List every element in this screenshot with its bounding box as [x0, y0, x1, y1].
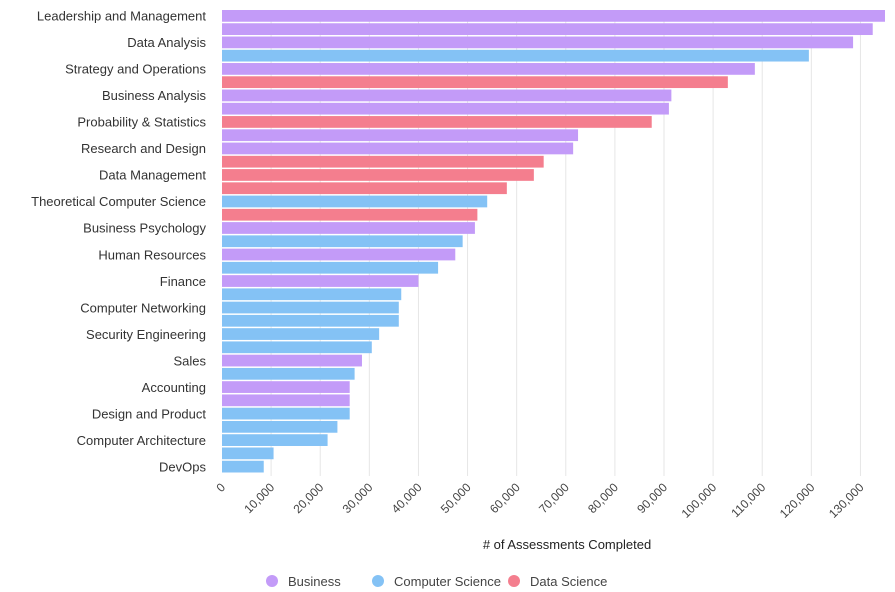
bar-9: [222, 129, 579, 142]
bars: [222, 10, 885, 473]
legend-label-2: Data Science: [530, 574, 607, 589]
bar-19: [222, 261, 439, 274]
x-tick-11: 110,000: [728, 480, 768, 520]
category-label-9: Human Resources: [98, 247, 206, 262]
x-tick-12: 120,000: [777, 480, 818, 521]
bar-25: [222, 341, 372, 354]
category-label-13: Sales: [173, 353, 206, 368]
bar-28: [222, 381, 350, 393]
category-label-6: Data Management: [99, 168, 206, 183]
bar-33: [222, 447, 274, 460]
bar-1: [222, 23, 873, 36]
bar-10: [222, 142, 574, 155]
bar-5: [222, 76, 728, 89]
x-tick-0: 0: [213, 480, 228, 495]
x-tick-9: 90,000: [634, 480, 670, 516]
legend-swatch-2: [508, 575, 520, 587]
category-label-8: Business Psychology: [83, 221, 206, 236]
x-axis-title: # of Assessments Completed: [483, 537, 651, 552]
bar-16: [222, 222, 475, 234]
x-tick-1: 10,000: [241, 480, 277, 516]
category-labels: Leadership and Management Data Analysis St…: [31, 9, 206, 475]
category-label-7: Theoretical Computer Science: [31, 194, 206, 209]
category-label-0: Leadership and Management: [37, 9, 207, 24]
legend-swatch-1: [372, 575, 384, 587]
category-label-2: Strategy and Operations: [65, 62, 206, 77]
bar-3: [222, 49, 809, 62]
x-tick-6: 60,000: [487, 480, 523, 516]
bar-4: [222, 63, 755, 75]
bar-13: [222, 182, 507, 195]
x-tick-10: 100,000: [679, 480, 720, 521]
x-tick-13: 130,000: [826, 480, 867, 521]
bar-31: [222, 420, 338, 433]
category-label-16: Computer Architecture: [77, 433, 206, 448]
bar-11: [222, 155, 544, 168]
bar-14: [222, 195, 488, 208]
category-label-4: Probability & Statistics: [77, 115, 206, 130]
category-label-14: Accounting: [142, 380, 206, 395]
category-label-11: Computer Networking: [80, 300, 206, 315]
bar-8: [222, 116, 652, 128]
bar-27: [222, 367, 355, 380]
x-tick-8: 80,000: [585, 480, 621, 516]
x-tick-5: 50,000: [438, 480, 474, 516]
category-label-5: Research and Design: [81, 141, 206, 156]
bar-12: [222, 169, 534, 181]
bar-7: [222, 102, 669, 115]
bar-22: [222, 301, 399, 314]
legend-label-0: Business: [288, 574, 341, 589]
category-label-10: Finance: [160, 274, 206, 289]
bar-30: [222, 407, 350, 420]
x-tick-2: 20,000: [290, 480, 326, 516]
bar-20: [222, 275, 419, 287]
x-tick-4: 40,000: [389, 480, 425, 516]
category-label-1: Data Analysis: [127, 35, 206, 50]
bar-17: [222, 235, 463, 248]
bar-29: [222, 394, 350, 407]
bar-0: [222, 10, 885, 22]
x-tick-labels: 0 10,000 20,000 30,000 40,000 50,000 60,000 70,…: [213, 480, 866, 521]
x-tick-3: 30,000: [340, 480, 376, 516]
legend-label-1: Computer Science: [394, 574, 501, 589]
legend: Business Computer Science Data Science: [266, 574, 607, 589]
bar-23: [222, 314, 399, 327]
legend-swatch-0: [266, 575, 278, 587]
category-label-15: Design and Product: [92, 406, 207, 421]
x-tick-7: 70,000: [536, 480, 572, 516]
bar-34: [222, 460, 264, 473]
bar-18: [222, 248, 456, 261]
category-label-3: Business Analysis: [102, 88, 207, 103]
bar-2: [222, 36, 854, 49]
bar-6: [222, 89, 672, 102]
bar-24: [222, 328, 380, 340]
bar-26: [222, 354, 362, 367]
category-label-12: Security Engineering: [86, 327, 206, 342]
bar-15: [222, 208, 478, 221]
category-label-17: DevOps: [159, 459, 206, 474]
bar-32: [222, 434, 328, 446]
bar-21: [222, 288, 402, 301]
